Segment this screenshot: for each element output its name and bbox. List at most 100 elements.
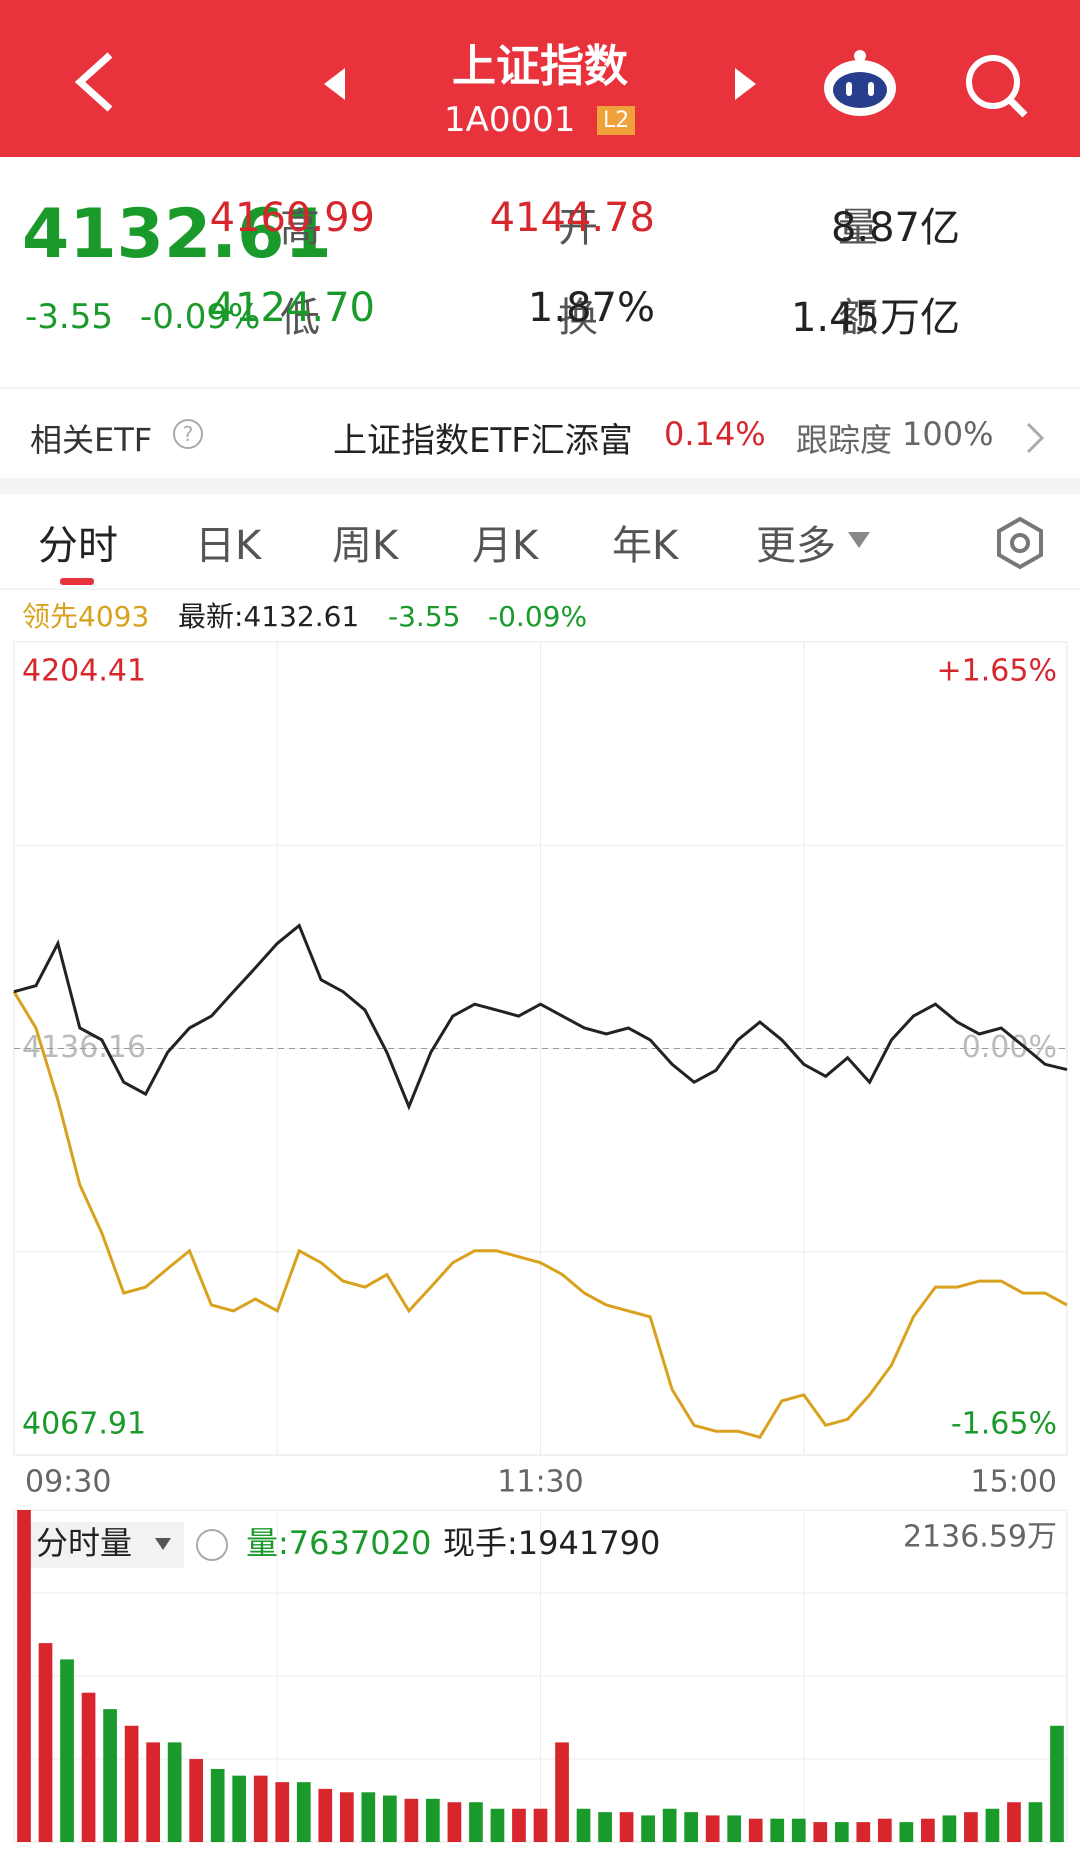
field-label: 换 (558, 295, 598, 341)
indicator-chip (26, 1522, 184, 1568)
back-button[interactable] (74, 52, 113, 112)
volume-bar (447, 1802, 462, 1842)
volume-bar (124, 1725, 139, 1842)
etf-change: 0.14% (664, 415, 766, 453)
top-bar-icons (74, 50, 1028, 118)
divider (0, 588, 1080, 590)
field-label: 高 (280, 205, 320, 251)
divider (0, 478, 1080, 494)
volume-bar (404, 1798, 419, 1842)
field-value: 4144.78 (489, 195, 655, 241)
tab[interactable]: 分时 (38, 523, 118, 569)
y-tick-label: 4067.91 (22, 1407, 146, 1442)
tab[interactable]: 周K (332, 523, 399, 569)
track-label: 跟踪度 (796, 421, 893, 459)
volume-bar (641, 1815, 655, 1842)
field-label: 开 (558, 205, 598, 251)
settings-icon[interactable] (992, 515, 1048, 571)
legend-entry: 最新:4132.61 (178, 600, 359, 633)
next-button[interactable] (735, 68, 756, 100)
volume-bar (81, 1692, 96, 1842)
volume-bar (512, 1808, 526, 1842)
field-value: 4160.99 (209, 195, 375, 241)
volume-bar (748, 1818, 763, 1842)
volume-bar (1028, 1802, 1043, 1842)
track-value: 100% (902, 415, 994, 453)
volume-bar (490, 1808, 505, 1842)
indicator-name: 分时量 (36, 1524, 132, 1562)
volume-bar (598, 1812, 612, 1842)
hand-label: 现手:1941790 (443, 1524, 660, 1562)
volume-bar (576, 1808, 591, 1842)
divider (0, 387, 1080, 389)
x-tick-label: 09:30 (25, 1465, 111, 1500)
field-value: 1.45万亿 (790, 295, 960, 341)
volume-bar (275, 1782, 290, 1842)
tab[interactable]: 月K (472, 523, 539, 569)
volume-bar (17, 1510, 31, 1842)
volume-bar (770, 1818, 785, 1842)
volume-bar (834, 1822, 849, 1842)
volume-bar (942, 1815, 957, 1842)
volume-bar (60, 1659, 74, 1842)
y-tick-label: 4136.16 (22, 1030, 146, 1065)
volume-bar (210, 1768, 225, 1842)
volume-bar (727, 1815, 742, 1842)
volume-bar (791, 1818, 806, 1842)
x-tick-label: 15:00 (971, 1465, 1057, 1500)
legend-change: -3.55 (388, 600, 460, 633)
field-value: 8.87亿 (830, 205, 960, 251)
volume-bar (555, 1742, 569, 1842)
field-value: 4124.70 (209, 285, 375, 331)
y-tick-label: 2136.59万 (903, 1520, 1057, 1555)
etf-name[interactable]: 上证指数ETF汇添富 (333, 421, 633, 461)
volume-bar (383, 1795, 397, 1842)
price: 4132.61 (22, 195, 332, 274)
tab-indicator (60, 578, 94, 585)
volume-bar (533, 1808, 548, 1842)
change: -3.55 (25, 297, 113, 337)
y2-tick-label: +1.65% (937, 654, 1057, 689)
price-line (12, 990, 1068, 1439)
top-bar: 上证指数 1A0001 L2 (0, 0, 1080, 157)
volume-bar (684, 1812, 698, 1842)
legend-change-pct: -0.09% (488, 600, 587, 633)
chevron[interactable] (1020, 418, 1050, 458)
y2-tick-label: -1.65% (951, 1407, 1057, 1442)
title: 上证指数 (452, 41, 628, 92)
volume-bar (469, 1802, 483, 1842)
tab[interactable]: 更多 (756, 523, 836, 569)
volume-bar (899, 1822, 914, 1842)
volume-bar (964, 1812, 978, 1842)
volume-bar (296, 1782, 311, 1842)
badge: L2 (597, 106, 636, 135)
volume-bar (339, 1792, 354, 1842)
tab[interactable]: 日K (195, 523, 262, 569)
tab[interactable]: 年K (612, 523, 679, 569)
legend-entry: 领先4093 (22, 600, 149, 633)
x-tick-label: 11:30 (497, 1465, 583, 1500)
volume-bar (662, 1808, 677, 1842)
prev-button[interactable] (324, 68, 345, 100)
volume-bar (189, 1759, 204, 1842)
volume-bar (167, 1742, 182, 1842)
volume-bar (1007, 1802, 1021, 1842)
search-icon[interactable] (966, 55, 1028, 118)
y2-tick-label: 0.00% (962, 1030, 1057, 1065)
volume-bar (232, 1775, 247, 1842)
help-icon[interactable]: ? (173, 419, 203, 449)
volume-bar (361, 1792, 376, 1842)
volume-bar (705, 1815, 720, 1842)
dropdown-arrow (848, 532, 870, 548)
volume-bar (813, 1822, 828, 1842)
volume-bar (921, 1818, 935, 1842)
volume-bar (318, 1788, 333, 1842)
robot-icon[interactable] (824, 50, 896, 116)
price-line (13, 923, 1068, 1111)
volume-bar (38, 1643, 53, 1842)
field-label: 量 (838, 205, 878, 251)
volume-bar (1050, 1725, 1064, 1842)
plot-frame (13, 641, 1068, 1456)
